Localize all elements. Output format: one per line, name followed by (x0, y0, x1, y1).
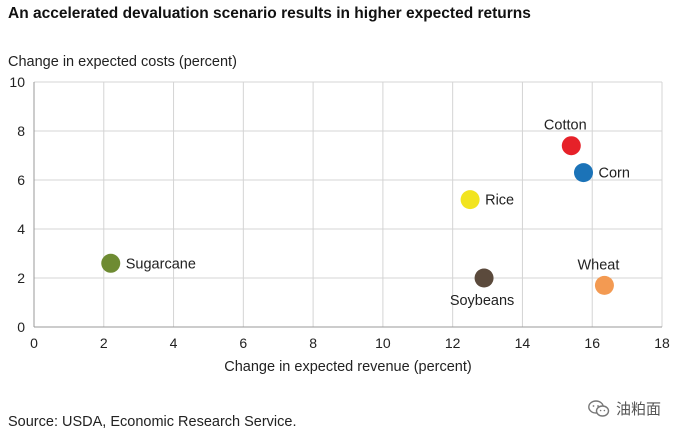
point-wheat (594, 275, 614, 295)
x-tick-label: 16 (584, 335, 600, 351)
x-tick-label: 4 (170, 335, 178, 351)
wechat-icon (588, 399, 610, 417)
y-tick-label: 6 (17, 172, 25, 188)
x-tick-label: 18 (654, 335, 670, 351)
y-axis-label: Change in expected costs (percent) (8, 54, 237, 70)
point-label-corn: Corn (599, 166, 630, 182)
x-tick-label: 6 (239, 335, 247, 351)
axis-layer (33, 82, 662, 328)
point-label-wheat: Wheat (577, 257, 619, 273)
point-sugarcane (101, 253, 121, 273)
point-label-soybeans: Soybeans (450, 293, 515, 309)
point-rice (460, 190, 480, 210)
x-tick-label: 8 (309, 335, 317, 351)
data-points: Sugarcane Rice Soybeans Cotton Corn Wheat (101, 118, 630, 309)
x-axis-label: Change in expected revenue (percent) (224, 359, 472, 375)
point-label-sugarcane: Sugarcane (126, 256, 196, 272)
point-soybeans (474, 268, 494, 288)
point-label-cotton: Cotton (544, 118, 587, 134)
watermark: 油粕面 (588, 398, 661, 419)
point-corn (574, 163, 593, 183)
source-note: Source: USDA, Economic Research Service. (8, 414, 297, 430)
grid-layer (34, 81, 663, 327)
x-tick-label: 0 (30, 335, 38, 351)
tick-labels: 0 2 4 6 8 10 12 14 16 18 0 2 4 6 8 10 (9, 74, 670, 351)
point-cotton (561, 136, 581, 156)
x-tick-label: 14 (515, 335, 531, 351)
y-tick-label: 10 (9, 74, 25, 90)
scatter-plot: 0 2 4 6 8 10 12 14 16 18 0 2 4 6 8 10 Sugarcane Rice Soyb… (9, 74, 670, 351)
watermark-text: 油粕面 (616, 401, 662, 418)
y-tick-label: 8 (17, 123, 25, 139)
y-tick-label: 2 (17, 270, 25, 286)
y-tick-label: 4 (17, 221, 25, 237)
point-label-rice: Rice (485, 193, 514, 209)
x-tick-label: 2 (100, 335, 108, 351)
x-tick-label: 10 (375, 335, 391, 351)
y-tick-label: 0 (17, 319, 25, 335)
x-tick-label: 12 (445, 335, 461, 351)
chart-title: An accelerated devaluation scenario resu… (8, 5, 531, 22)
